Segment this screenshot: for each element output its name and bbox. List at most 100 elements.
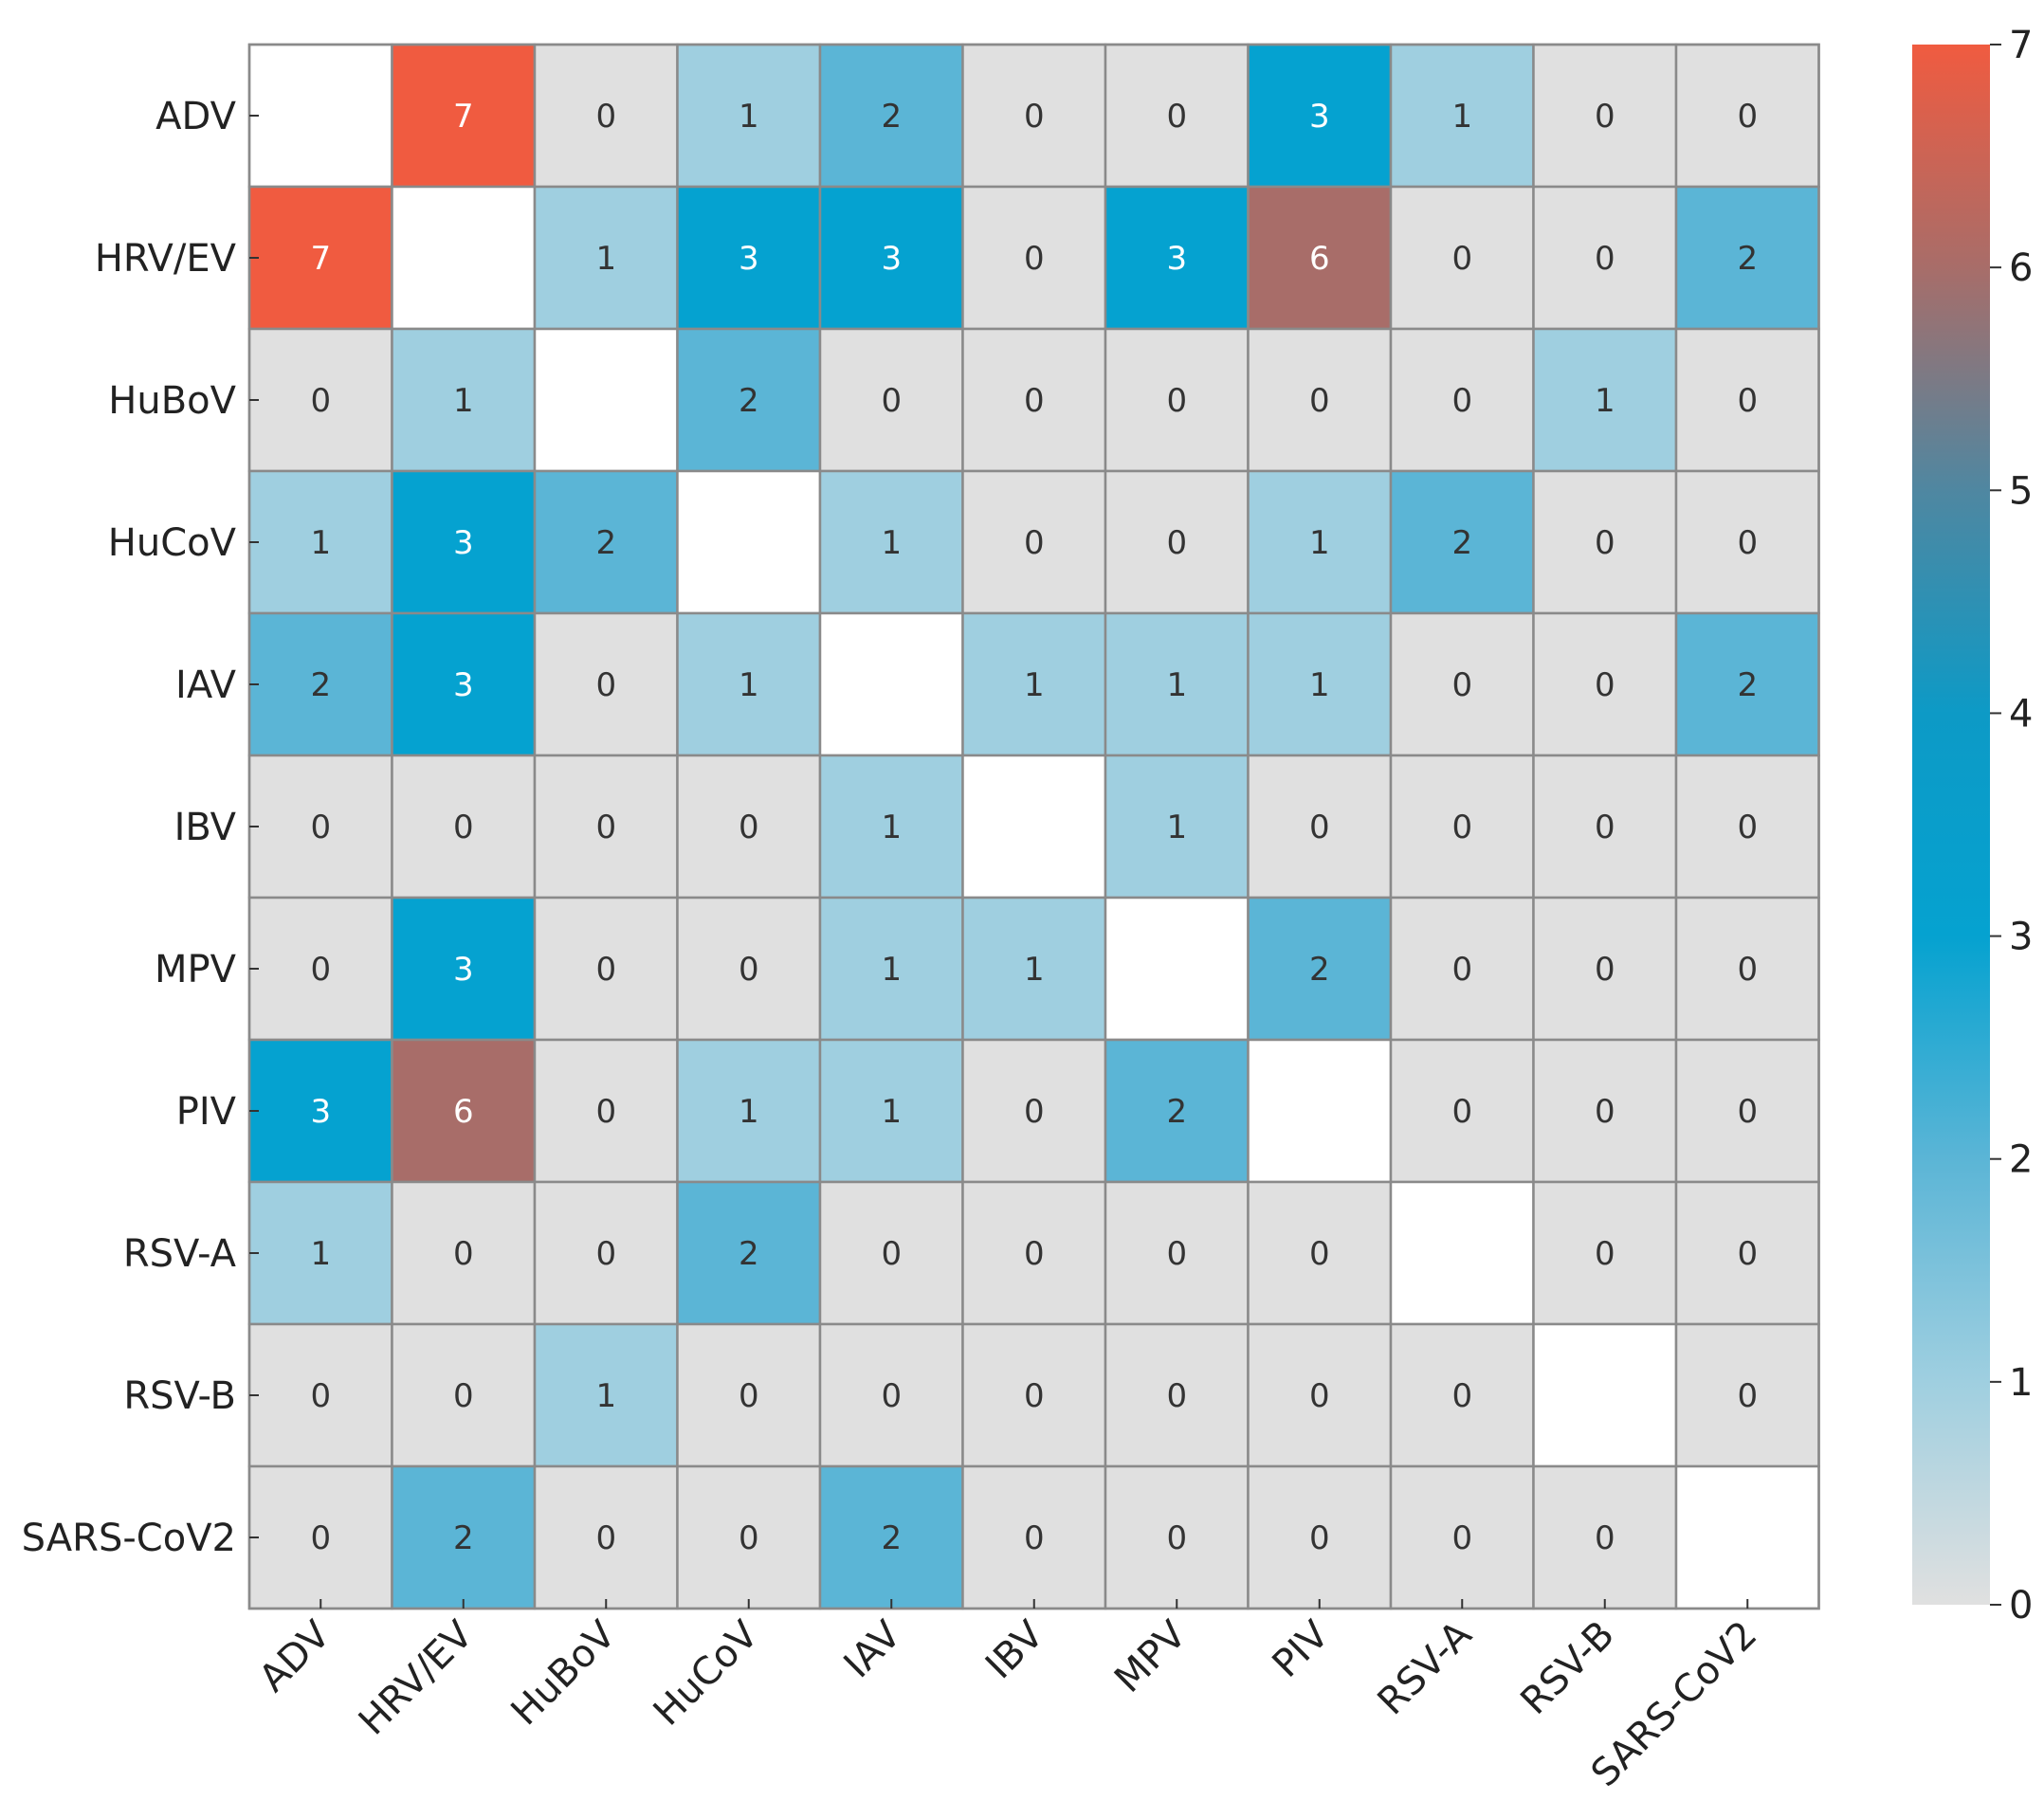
heatmap-cell: [1532, 1180, 1678, 1326]
heatmap-cell: [1674, 754, 1820, 900]
cell-value-label: 0: [310, 951, 331, 989]
heatmap-cell: [1532, 611, 1678, 757]
cell-value-label: 0: [1309, 809, 1330, 846]
heatmap-cell: [533, 1038, 679, 1184]
heatmap-cell: [1104, 611, 1250, 757]
cell-value-label: 0: [1024, 1235, 1045, 1273]
cell-value-label: 2: [881, 1519, 902, 1557]
cell-value-label: 0: [1451, 382, 1472, 420]
cell-value-label: 0: [1595, 1235, 1615, 1273]
cell-value-label: 2: [881, 98, 902, 136]
cell-value-label: 0: [1166, 1377, 1187, 1415]
heatmap-cell: [1247, 1464, 1393, 1610]
heatmap-cell: [1674, 1180, 1820, 1326]
cell-value-label: 0: [595, 809, 616, 846]
heatmap-cell: [1247, 1322, 1393, 1468]
cell-value-label: 1: [1309, 666, 1330, 704]
cell-value-label: 0: [1451, 1377, 1472, 1415]
cell-value-label: 0: [453, 1377, 474, 1415]
x-tick-label: HuCoV: [646, 1612, 768, 1735]
cell-value-label: 3: [1166, 240, 1187, 278]
cell-value-label: 7: [453, 98, 474, 136]
heatmap-cell: [676, 185, 822, 331]
cell-value-label: 6: [453, 1093, 474, 1131]
heatmap-cell: [676, 1322, 822, 1468]
cell-value-label: 0: [1737, 524, 1758, 562]
cell-value-label: 0: [1451, 240, 1472, 278]
colorbar-tick-label: 5: [2009, 469, 2033, 513]
cell-value-label: 0: [1451, 1519, 1472, 1557]
cell-value-label: 1: [739, 98, 759, 136]
heatmap-cell: [961, 611, 1107, 757]
cell-value-label: 0: [595, 1519, 616, 1557]
heatmap-cell: [533, 327, 679, 473]
cell-value-label: 0: [1595, 951, 1615, 989]
cell-value-label: 2: [1451, 524, 1472, 562]
cell-value-label: 3: [1309, 98, 1330, 136]
cell-value-label: 0: [1737, 951, 1758, 989]
heatmap-cell: [247, 469, 393, 615]
heatmap-cell: [391, 327, 537, 473]
cell-value-label: 0: [1595, 666, 1615, 704]
heatmap-cell: [961, 1322, 1107, 1468]
cell-value-label: 1: [1309, 524, 1330, 562]
cell-value-label: 0: [1024, 240, 1045, 278]
heatmap-cell: [1389, 1180, 1535, 1326]
cell-value-label: 0: [595, 666, 616, 704]
y-tick-label: HuCoV: [108, 521, 237, 565]
cell-value-label: 0: [1024, 98, 1045, 136]
heatmap-cell: [1104, 1464, 1250, 1610]
heatmap-cell: [1532, 469, 1678, 615]
cell-value-label: 0: [1451, 666, 1472, 704]
cell-value-label: 0: [1737, 1377, 1758, 1415]
heatmap-cell: [247, 43, 393, 189]
heatmap-cell: [1532, 1038, 1678, 1184]
cell-value-label: 0: [739, 951, 759, 989]
cell-value-label: 3: [881, 240, 902, 278]
x-tick-label: RSV-A: [1370, 1612, 1481, 1723]
cell-value-label: 0: [1024, 524, 1045, 562]
cell-value-label: 0: [1309, 1235, 1330, 1273]
cell-value-label: 2: [1737, 666, 1758, 704]
heatmap-cell: [1389, 1038, 1535, 1184]
heatmap-cell: [1104, 754, 1250, 900]
heatmap-cell: [533, 1464, 679, 1610]
cell-value-label: 0: [1737, 1235, 1758, 1273]
cell-value-label: 1: [881, 524, 902, 562]
cell-value-label: 3: [310, 1093, 331, 1131]
colorbar-tick-label: 4: [2009, 692, 2033, 736]
heatmap-cell: [247, 754, 393, 900]
heatmap-cell: [676, 896, 822, 1042]
heatmap-cell: [247, 1464, 393, 1610]
cell-value-label: 0: [1737, 809, 1758, 846]
heatmap-cell: [391, 43, 537, 189]
x-tick-label: IAV: [836, 1612, 910, 1686]
cell-value-label: 0: [310, 809, 331, 846]
heatmap-cell: [1532, 754, 1678, 900]
heatmap-cell: [533, 1322, 679, 1468]
heatmap-cell: [391, 1038, 537, 1184]
cell-value-label: 0: [881, 1377, 902, 1415]
cell-value-label: 0: [595, 1093, 616, 1131]
cell-value-label: 1: [1166, 809, 1187, 846]
heatmap-cell: [1532, 327, 1678, 473]
cell-value-label: 0: [1595, 1093, 1615, 1131]
heatmap-cell: [1674, 1038, 1820, 1184]
cell-value-label: 0: [1309, 1377, 1330, 1415]
cell-value-label: 1: [739, 666, 759, 704]
cell-value-label: 0: [595, 1235, 616, 1273]
heatmap-cell: [961, 1180, 1107, 1326]
x-tick-label: ADV: [251, 1612, 339, 1700]
heatmap-cell: [961, 469, 1107, 615]
cell-value-label: 6: [1309, 240, 1330, 278]
y-tick-label: IAV: [175, 664, 237, 707]
cell-value-label: 3: [453, 524, 474, 562]
cell-value-label: 1: [881, 1093, 902, 1131]
heatmap-cell: [1389, 43, 1535, 189]
heatmap-cell: [1389, 185, 1535, 331]
cell-value-label: 0: [1737, 1093, 1758, 1131]
cell-value-label: 0: [1166, 382, 1187, 420]
heatmap-cell: [247, 1322, 393, 1468]
heatmap-cell: [1389, 754, 1535, 900]
